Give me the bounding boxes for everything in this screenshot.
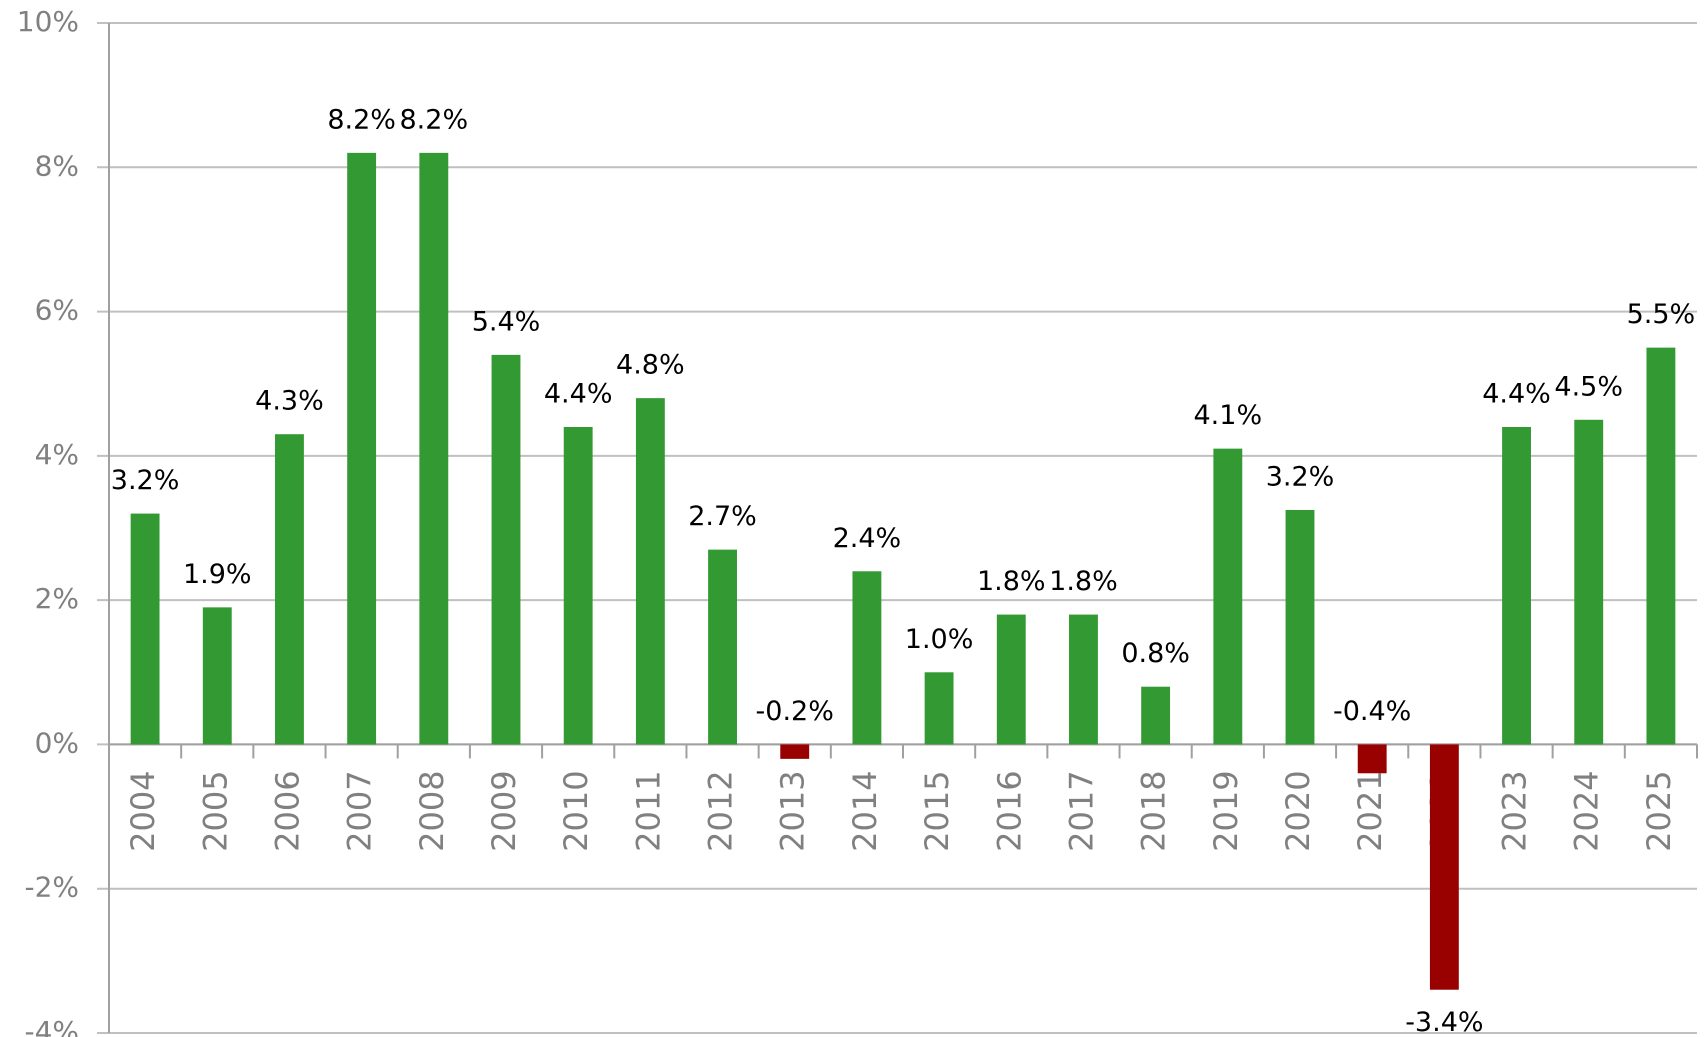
data-label: 5.5%	[1627, 299, 1696, 330]
data-label: 1.0%	[905, 624, 974, 655]
data-label: 1.8%	[977, 566, 1046, 597]
x-tick-label: 2011	[629, 770, 667, 851]
x-tick-label: 2024	[1568, 770, 1606, 851]
bar	[1213, 448, 1243, 745]
x-tick-label: 2025	[1640, 770, 1678, 851]
bar	[1574, 419, 1604, 745]
data-label: 5.4%	[472, 306, 541, 337]
x-tick-label: 2021	[1351, 770, 1389, 851]
x-tick-label: 2014	[846, 770, 884, 851]
x-tick-label: 2019	[1207, 770, 1245, 851]
y-tick-label: 4%	[35, 438, 79, 471]
x-tick-label: 2010	[557, 770, 595, 851]
bar	[1141, 686, 1171, 745]
bar	[202, 607, 232, 745]
y-tick-label: 6%	[35, 294, 79, 327]
x-tick-label: 2013	[774, 770, 812, 851]
bar	[1069, 614, 1098, 745]
bar	[780, 744, 810, 759]
data-label: 3.2%	[1266, 461, 1335, 492]
bar	[563, 427, 593, 745]
bar	[347, 152, 377, 745]
bar	[852, 571, 882, 745]
bar	[924, 672, 954, 745]
y-tick-label: -4%	[24, 1015, 79, 1037]
data-label: 1.9%	[183, 559, 252, 590]
data-label: -0.2%	[756, 696, 834, 727]
x-tick-label: 2004	[124, 770, 162, 851]
data-label: -0.4%	[1333, 696, 1411, 727]
data-label: 1.8%	[1049, 566, 1118, 597]
bar	[275, 434, 304, 745]
y-tick-label: 10%	[17, 5, 79, 38]
y-tick-label: 2%	[35, 582, 79, 615]
bar	[1502, 427, 1531, 745]
data-label: 4.8%	[616, 350, 685, 381]
data-label: 4.4%	[1482, 379, 1551, 410]
bar	[1285, 509, 1315, 745]
bar	[1357, 744, 1387, 774]
data-label: 2.4%	[833, 523, 902, 554]
bar	[708, 549, 737, 745]
data-label: 3.2%	[111, 465, 180, 496]
data-label: 4.3%	[255, 386, 324, 417]
x-tick-label: 2018	[1135, 770, 1173, 851]
x-tick-label: 2009	[485, 770, 523, 851]
x-tick-label: 2015	[918, 770, 956, 851]
data-label: 4.5%	[1554, 371, 1623, 402]
y-tick-label: -2%	[24, 871, 79, 904]
bar	[1429, 744, 1459, 990]
y-tick-label: 8%	[35, 149, 79, 182]
x-tick-label: 2005	[196, 770, 234, 851]
bar	[419, 152, 449, 745]
bar	[130, 513, 160, 745]
y-tick-label: 0%	[35, 726, 79, 759]
data-label: 8.2%	[400, 104, 469, 135]
data-label: -3.4%	[1405, 1007, 1483, 1037]
x-tick-label: 2007	[341, 770, 379, 851]
data-label: 8.2%	[327, 104, 396, 135]
bar	[996, 614, 1026, 745]
bar	[1646, 347, 1676, 745]
data-label: 2.7%	[688, 501, 757, 532]
x-tick-label: 2020	[1279, 770, 1317, 851]
x-tick-label: 2023	[1496, 770, 1534, 851]
x-tick-label: 2008	[413, 770, 451, 851]
bar	[635, 398, 665, 745]
x-tick-label: 2006	[268, 770, 306, 851]
data-label: 0.8%	[1121, 638, 1190, 669]
data-label: 4.1%	[1194, 400, 1263, 431]
data-label: 4.4%	[544, 379, 613, 410]
x-tick-label: 2016	[990, 770, 1028, 851]
bar	[491, 354, 521, 745]
x-tick-label: 2012	[702, 770, 740, 851]
x-tick-label: 2017	[1062, 770, 1100, 851]
